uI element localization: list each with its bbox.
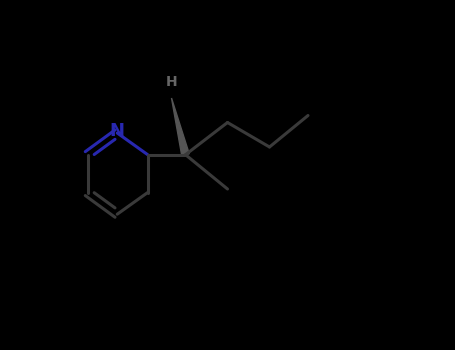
Text: N: N (110, 122, 125, 140)
Polygon shape (172, 98, 189, 156)
Text: H: H (166, 75, 177, 89)
